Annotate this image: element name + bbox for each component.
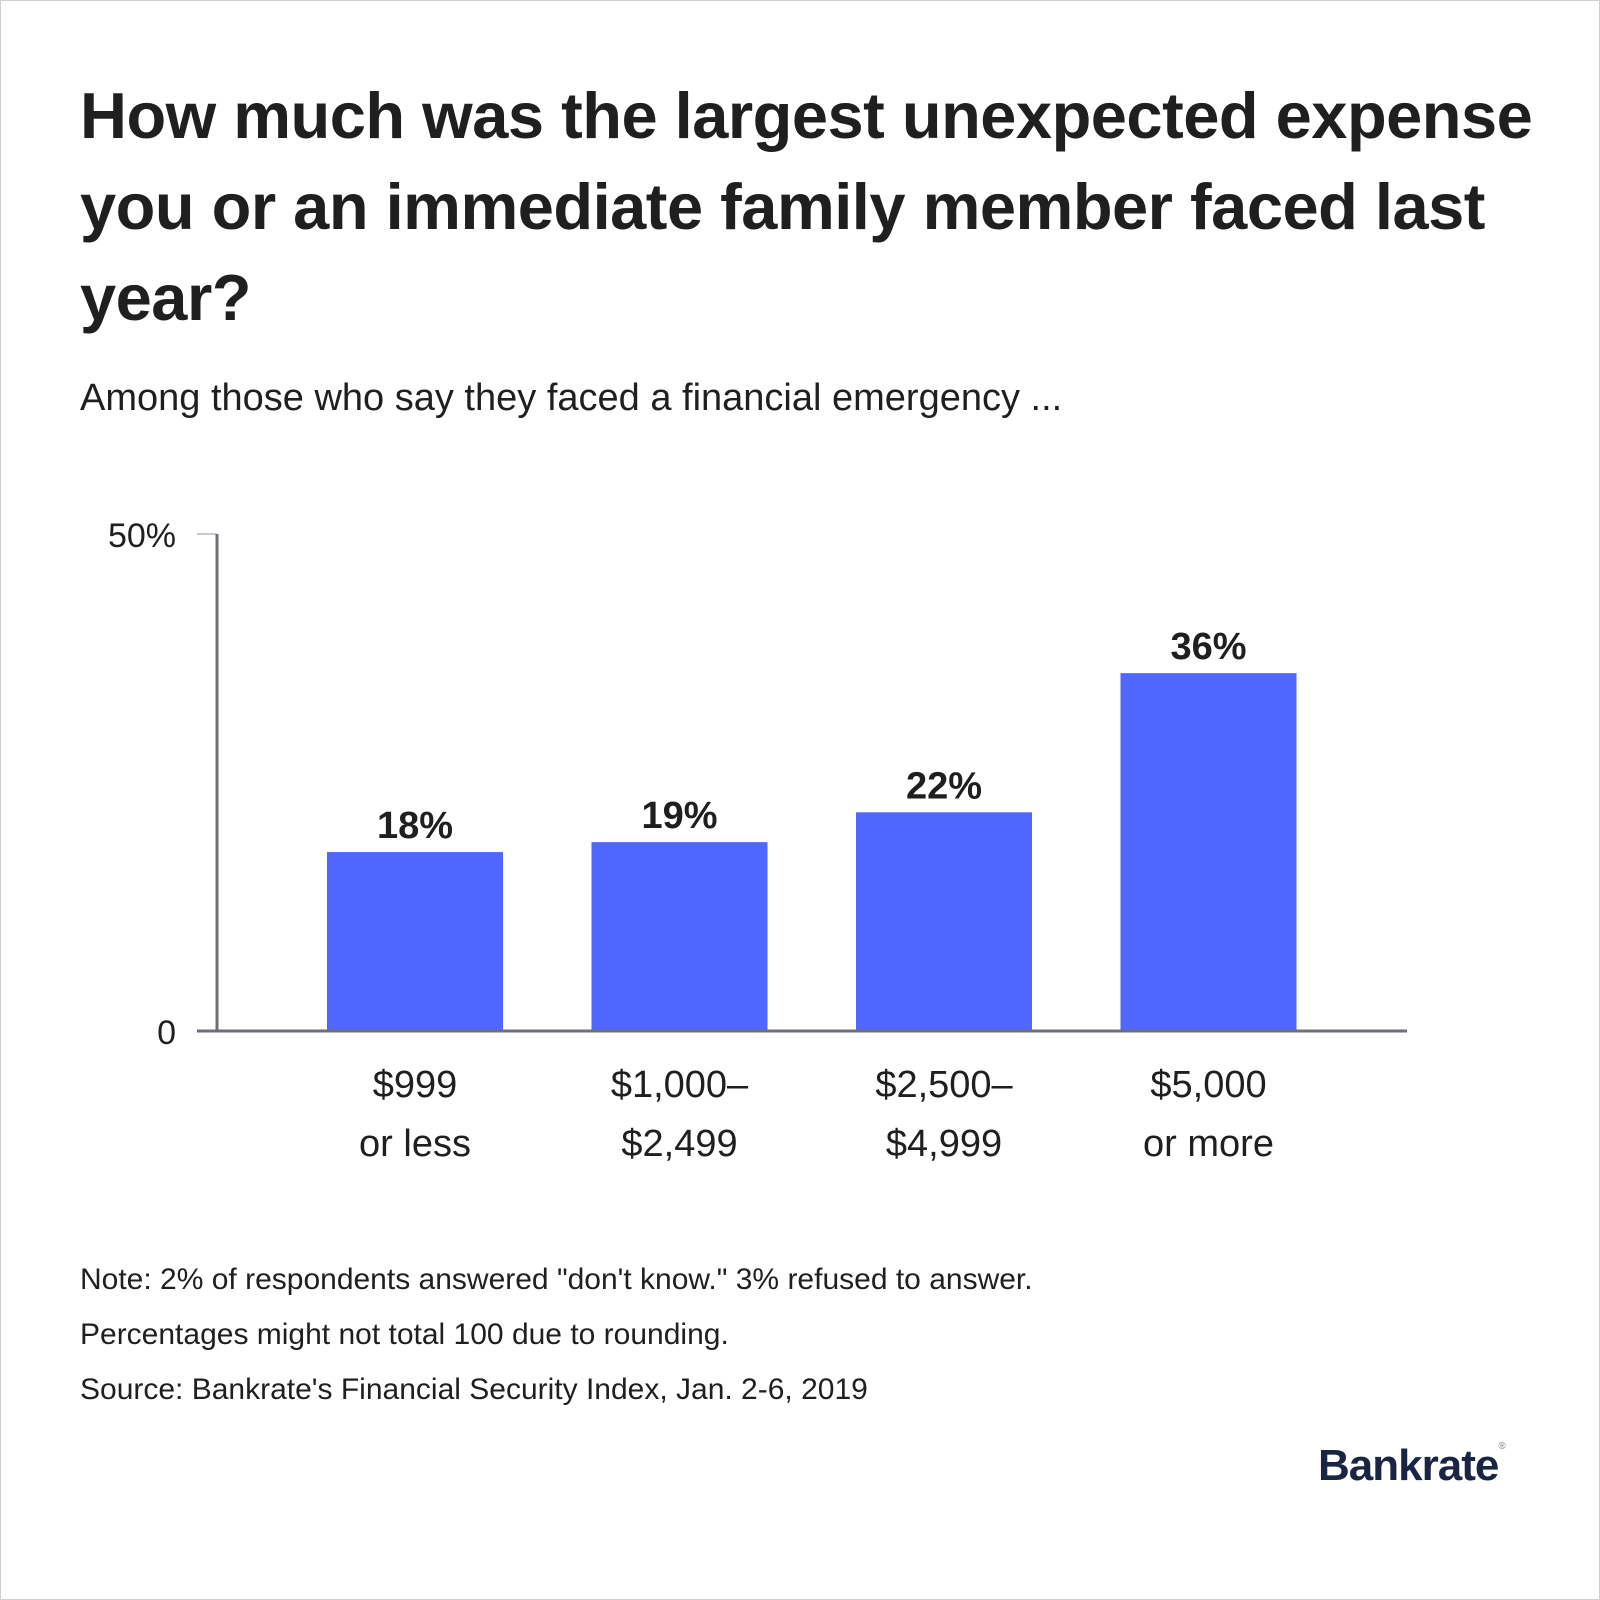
chart-subtitle: Among those who say they faced a financi…: [80, 377, 1063, 419]
bar: [591, 842, 768, 1031]
bar: [327, 852, 503, 1031]
bankrate-logo: Bankrate®: [1318, 1441, 1506, 1490]
data-label: 19%: [641, 795, 717, 837]
x-tick-label: $4,999: [886, 1123, 1002, 1165]
x-tick-label: or more: [1143, 1123, 1274, 1165]
chart-title: How much was the largest unexpected expe…: [80, 79, 1533, 334]
note-line: Note: 2% of respondents answered "don't …: [80, 1263, 1033, 1296]
data-label: 22%: [906, 765, 982, 807]
chart-notes: Note: 2% of respondents answered "don't …: [80, 1252, 1033, 1417]
x-tick-label: $5,000: [1150, 1064, 1266, 1106]
y-tick-label: 0: [157, 1014, 176, 1052]
bar: [1120, 673, 1297, 1031]
logo-text: Bankrate: [1318, 1441, 1499, 1490]
y-tick-label: 50%: [108, 517, 176, 555]
x-tick-label: $1,000–: [611, 1064, 749, 1106]
bar: [856, 812, 1032, 1031]
x-tick-label: $2,499: [621, 1123, 737, 1165]
data-label: 36%: [1170, 626, 1246, 668]
x-tick-label: or less: [359, 1123, 471, 1165]
x-tick-label: $999: [373, 1064, 458, 1106]
note-line: Percentages might not total 100 due to r…: [80, 1318, 729, 1351]
x-tick-label: $2,500–: [875, 1064, 1013, 1106]
source-line: Source: Bankrate's Financial Security In…: [80, 1373, 868, 1406]
data-label: 18%: [377, 805, 453, 847]
